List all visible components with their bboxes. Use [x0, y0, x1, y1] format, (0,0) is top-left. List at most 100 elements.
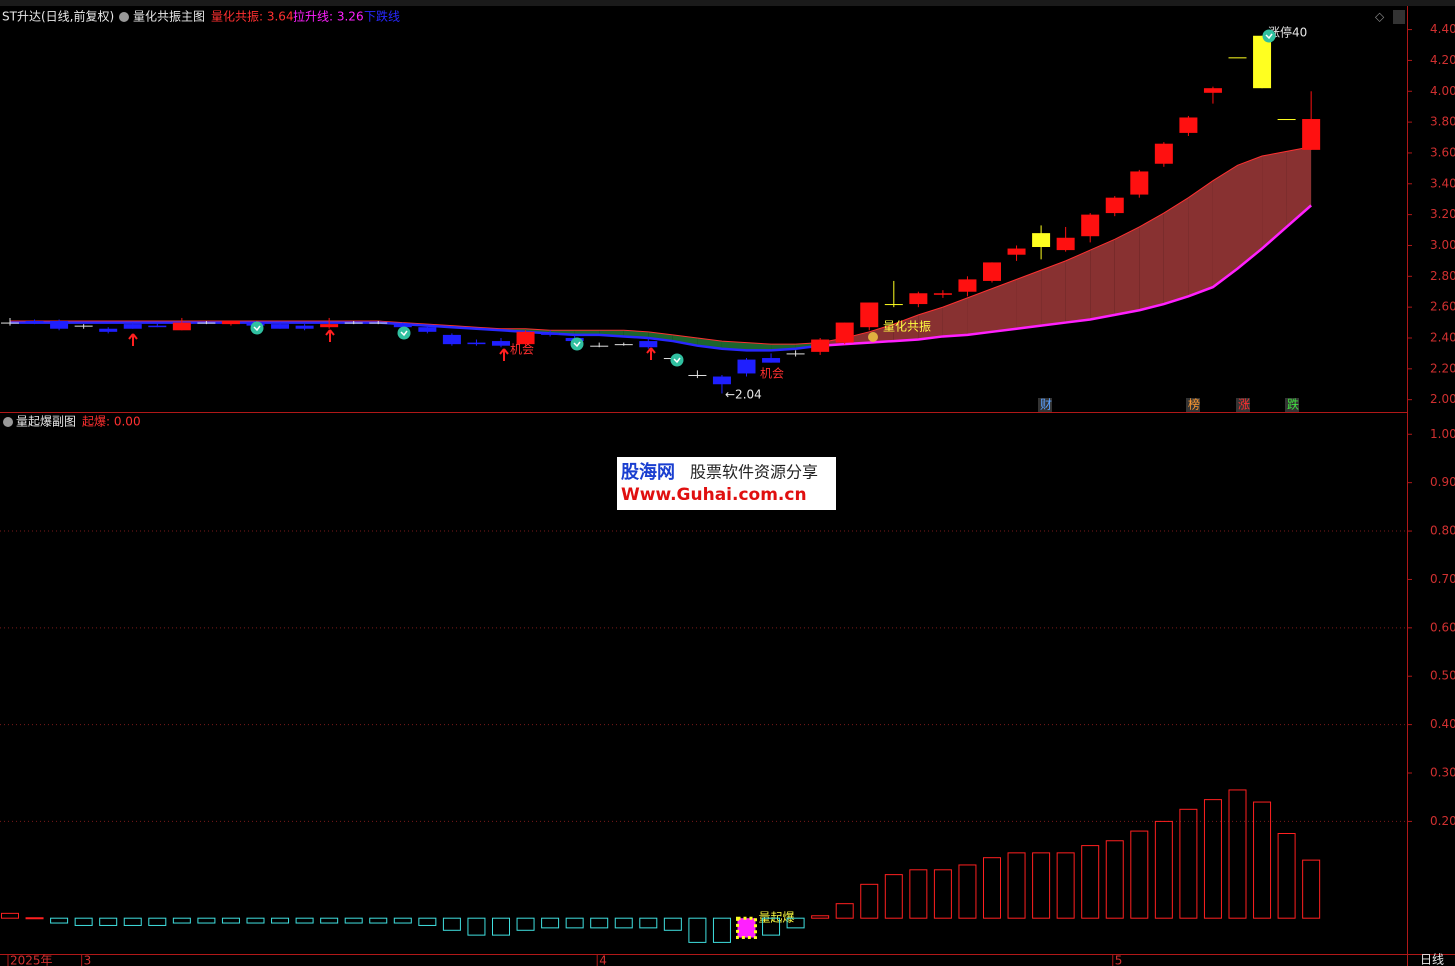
candle-body: [148, 325, 167, 328]
bar: [1179, 808, 1198, 919]
bar: [418, 917, 437, 926]
candle-body: [1228, 57, 1247, 59]
bar: [295, 917, 314, 924]
signal-icon: [250, 321, 264, 335]
annotation: 涨停40: [1268, 25, 1307, 40]
legend-entry: 下跌线: [364, 9, 400, 24]
bar: [99, 917, 118, 926]
bar: [50, 917, 69, 924]
y-tick-label: 3.40: [1430, 176, 1455, 190]
bar: [320, 917, 339, 924]
candle-body: [25, 321, 44, 323]
band-segment: [1139, 213, 1164, 311]
candle-body: [467, 342, 486, 345]
candle-body: [639, 341, 658, 348]
bar: [369, 917, 388, 924]
y-tick-label: 4.00: [1430, 84, 1455, 98]
sub-indicator-name: 量起爆副图: [16, 415, 76, 429]
signal-check: [573, 341, 581, 348]
candle-body: [492, 341, 510, 346]
candle-body: [344, 322, 363, 324]
bar: [663, 917, 682, 931]
y-tick-label: 0.90: [1430, 475, 1455, 489]
candle-body: [1154, 143, 1173, 164]
bar: [590, 917, 609, 929]
bar: [762, 917, 781, 936]
candle-body: [1, 322, 19, 324]
tool-button[interactable]: [1393, 10, 1405, 24]
bar: [246, 917, 265, 924]
sub-indicator-toggle[interactable]: [3, 417, 13, 427]
annotation: 跌: [1287, 397, 1299, 412]
band-segment: [1212, 165, 1238, 288]
indicator-toggle[interactable]: [119, 12, 129, 22]
bar: [1056, 852, 1075, 919]
watermark-box: [617, 457, 836, 510]
y-tick-label: 2.60: [1430, 300, 1455, 314]
bar: [1228, 789, 1247, 919]
bar: [442, 917, 461, 931]
candle-body: [1302, 119, 1321, 150]
bar: [1253, 801, 1272, 919]
band-segment: [746, 342, 772, 351]
y-tick-label: 2.80: [1430, 269, 1455, 283]
bar: [811, 915, 830, 919]
y-tick-label: 2.40: [1430, 330, 1455, 344]
y-tick-label: 0.50: [1430, 669, 1455, 683]
legend-entry: 拉升线: 3.26: [293, 9, 364, 24]
candle-body: [590, 345, 609, 347]
y-tick-label: 3.80: [1430, 115, 1455, 129]
bar: [123, 917, 142, 926]
bar: [909, 869, 928, 919]
band-segment: [967, 288, 992, 335]
candle-body: [811, 339, 830, 352]
bar: [148, 917, 167, 926]
candle-body: [909, 293, 928, 305]
bar: [271, 917, 290, 924]
band-segment: [648, 331, 673, 342]
buy-arrow: [325, 329, 335, 342]
bar: [835, 903, 854, 919]
tag-bg: [1285, 398, 1299, 412]
candle-body: [933, 293, 952, 295]
annotation: 量化共振: [883, 320, 931, 334]
candle-body: [393, 324, 412, 328]
candle-body: [1032, 233, 1051, 248]
candle-body: [1253, 35, 1272, 89]
band-segment: [918, 307, 943, 340]
candle-body: [418, 327, 437, 332]
candle-body: [74, 325, 93, 327]
candle-body: [197, 322, 216, 324]
bar: [639, 917, 658, 929]
candle-body: [123, 324, 142, 329]
watermark-url: Www.Guhai.com.cn: [621, 485, 807, 505]
candle-body: [688, 374, 707, 376]
bar: [565, 917, 584, 929]
candle-body: [1130, 171, 1149, 195]
tool-icon[interactable]: ◇: [1375, 10, 1385, 24]
signal-icon: [1262, 29, 1276, 43]
band-segment: [1016, 270, 1042, 329]
bar: [983, 857, 1001, 919]
stock-title: ST升达(日线,前复权): [2, 9, 114, 24]
bar: [1277, 833, 1296, 919]
annotation: 财: [1040, 398, 1052, 412]
bar: [1105, 840, 1124, 919]
bar: [393, 917, 412, 924]
watermark-brand: 股海网: [620, 461, 675, 483]
bar: [1154, 820, 1173, 919]
y-tick-label: 3.00: [1430, 238, 1455, 252]
band-segment: [1188, 180, 1213, 297]
bar: [958, 864, 977, 919]
bar: [1, 912, 19, 919]
coin-icon: [868, 332, 878, 342]
band-segment: [1041, 260, 1066, 326]
band-segment: [1114, 226, 1140, 315]
band-segment: [992, 279, 1017, 332]
y-tick-label: 2.20: [1430, 361, 1455, 375]
bar: [467, 917, 486, 936]
bar: [1130, 830, 1149, 919]
buy-arrow: [646, 347, 656, 360]
y-tick-label: 0.30: [1430, 766, 1455, 780]
